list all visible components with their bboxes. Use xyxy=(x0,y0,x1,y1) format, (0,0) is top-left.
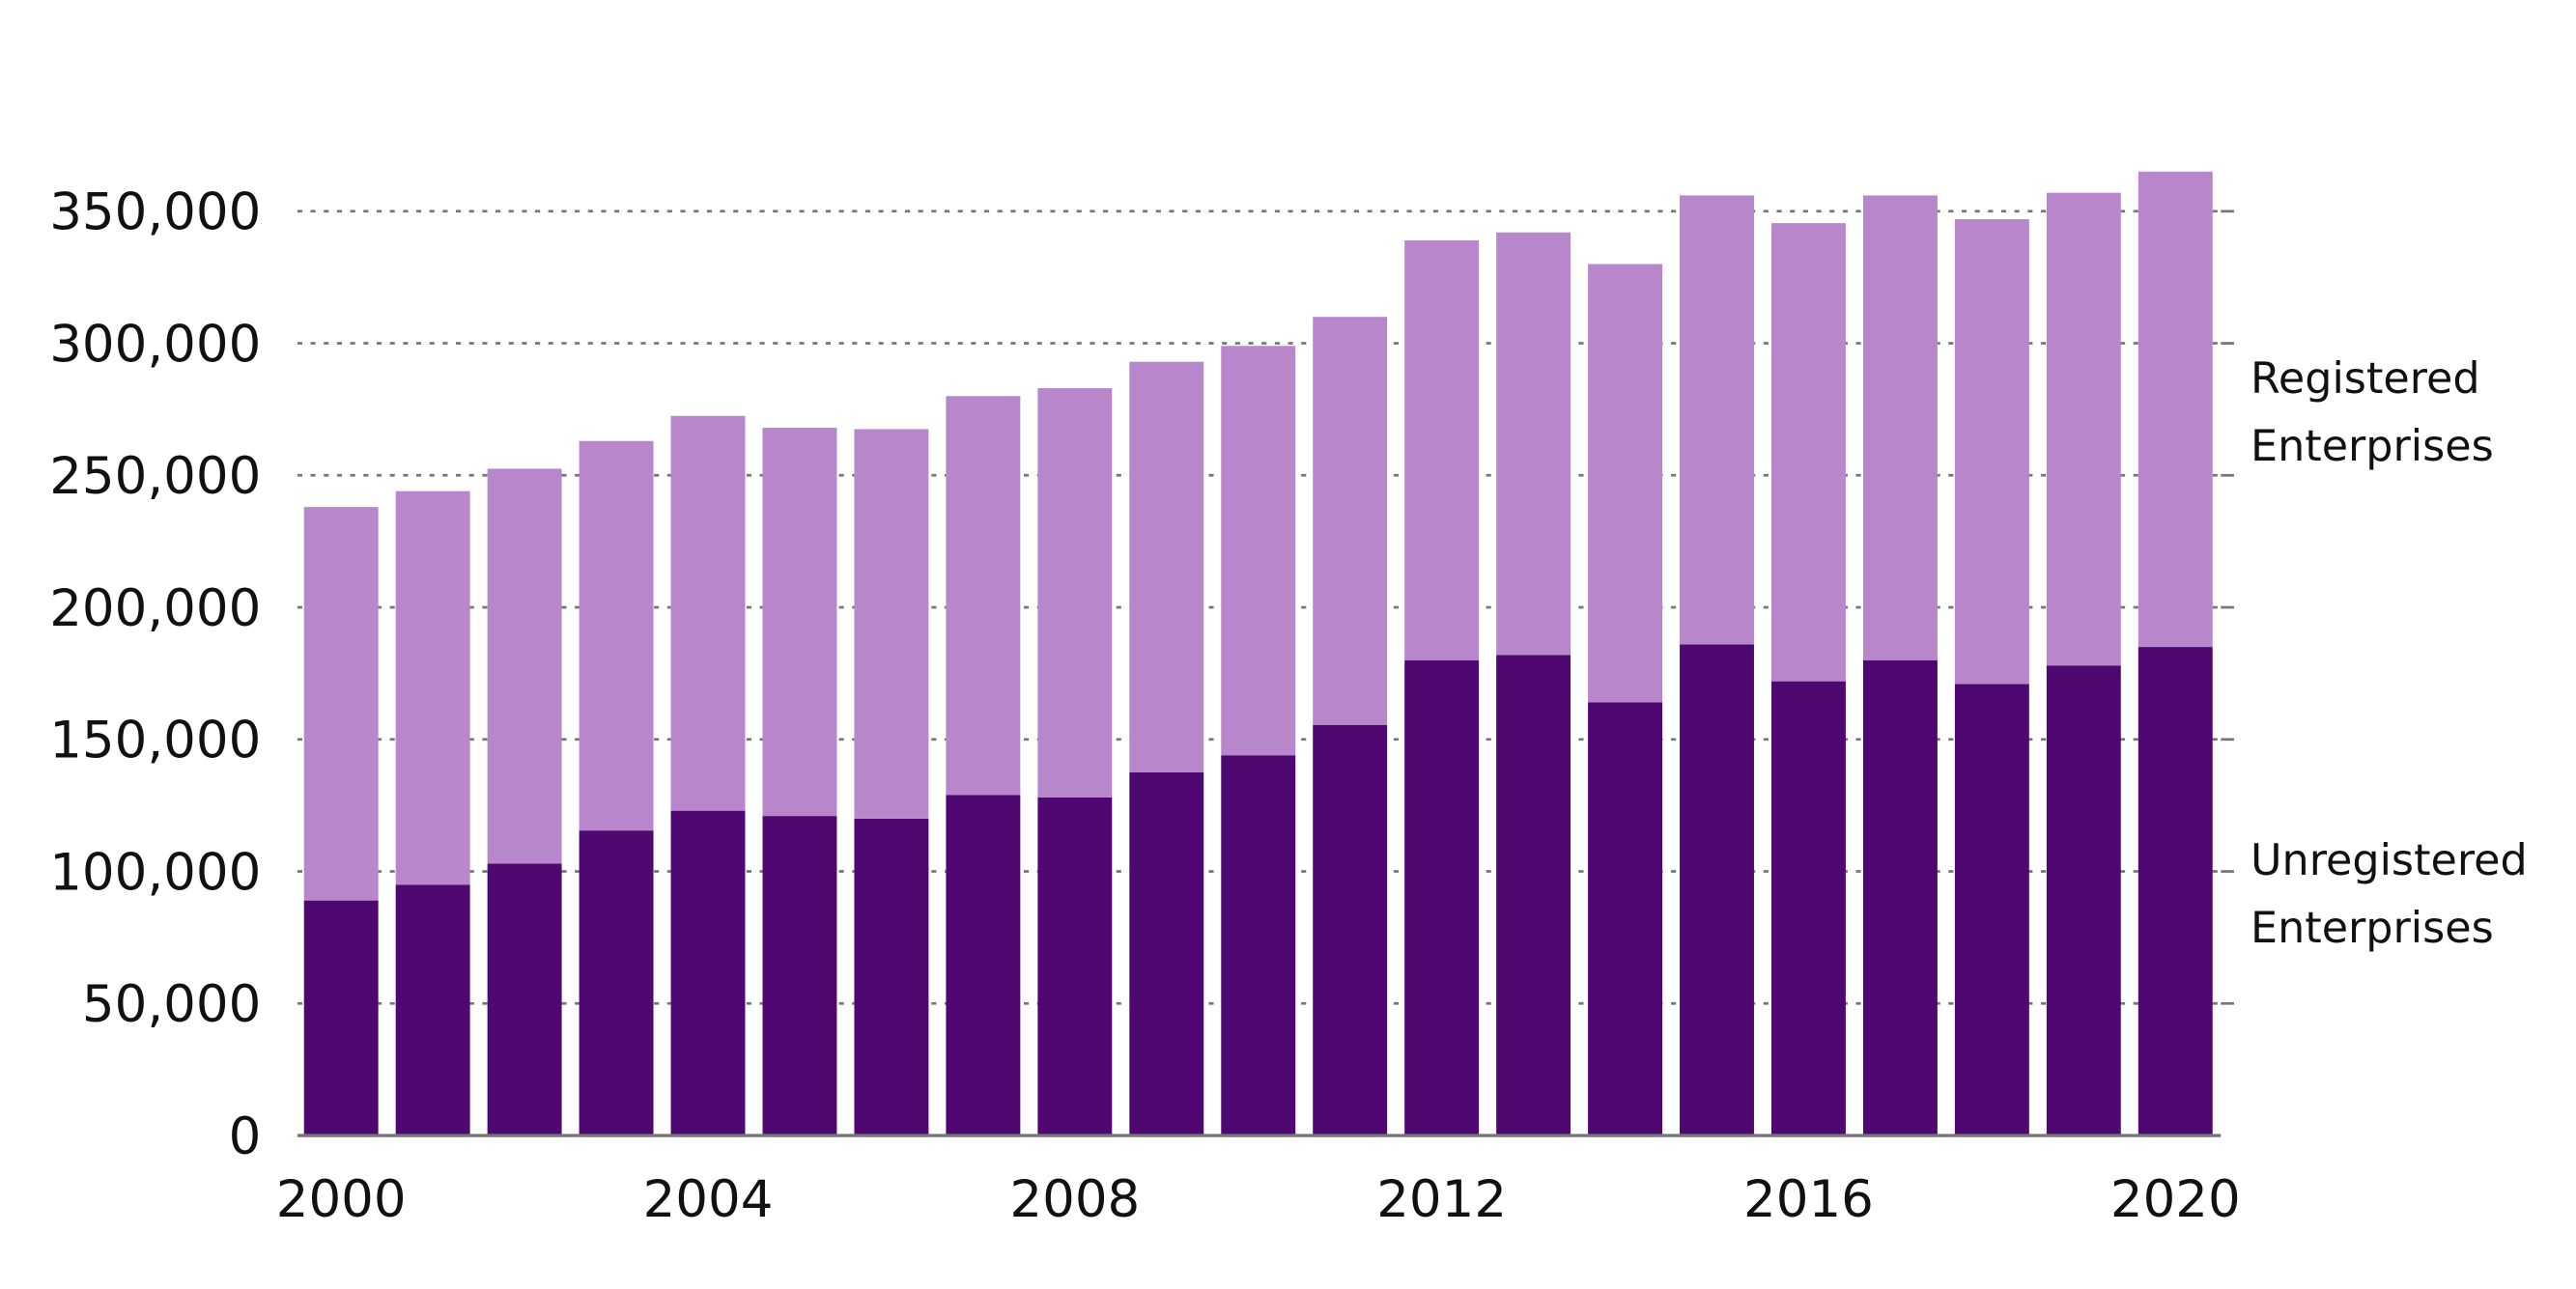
bar-unregistered-enterprises-2007 xyxy=(946,795,1021,1136)
bar-registered-enterprises-2014 xyxy=(1588,264,1663,703)
bar-registered-enterprises-2002 xyxy=(487,468,562,864)
bar-registered-enterprises-2006 xyxy=(854,429,929,819)
y-tick-label: 250,000 xyxy=(49,447,261,506)
bar-registered-enterprises-2013 xyxy=(1496,232,1571,656)
bar-registered-enterprises-2018 xyxy=(1954,219,2029,685)
y-tick-label: 150,000 xyxy=(49,712,261,771)
bar-registered-enterprises-2011 xyxy=(1313,317,1388,725)
bar-unregistered-enterprises-2001 xyxy=(395,884,470,1136)
bar-unregistered-enterprises-2003 xyxy=(579,830,654,1136)
y-tick-label: 200,000 xyxy=(49,579,261,638)
legend-label: Enterprises xyxy=(2250,422,2494,471)
bar-unregistered-enterprises-2000 xyxy=(303,900,379,1136)
bar-registered-enterprises-2016 xyxy=(1770,223,1846,682)
bar-unregistered-enterprises-2014 xyxy=(1588,702,1663,1136)
bar-registered-enterprises-2009 xyxy=(1129,361,1204,772)
bar-unregistered-enterprises-2004 xyxy=(670,810,746,1136)
bar-registered-enterprises-2012 xyxy=(1404,239,1480,660)
bar-registered-enterprises-2003 xyxy=(579,440,654,831)
bar-unregistered-enterprises-2019 xyxy=(2046,665,2121,1136)
y-tick-label: 100,000 xyxy=(49,843,261,902)
bar-unregistered-enterprises-2020 xyxy=(2137,647,2213,1136)
bar-unregistered-enterprises-2010 xyxy=(1221,755,1296,1136)
bar-unregistered-enterprises-2005 xyxy=(762,816,837,1136)
bar-registered-enterprises-2010 xyxy=(1221,346,1296,756)
bar-registered-enterprises-2017 xyxy=(1862,195,1938,660)
bar-registered-enterprises-2007 xyxy=(946,396,1021,796)
bar-registered-enterprises-2020 xyxy=(2137,171,2213,648)
bars xyxy=(303,171,2213,1136)
bar-unregistered-enterprises-2015 xyxy=(1680,644,1754,1136)
legend-label: Enterprises xyxy=(2250,904,2494,953)
bar-unregistered-enterprises-2017 xyxy=(1862,659,1938,1136)
bar-registered-enterprises-2000 xyxy=(303,507,379,901)
x-tick-label: 2020 xyxy=(2110,1170,2241,1229)
x-tick-label: 2004 xyxy=(643,1170,774,1229)
bar-unregistered-enterprises-2016 xyxy=(1770,681,1846,1136)
y-tick-label: 350,000 xyxy=(49,183,261,242)
bar-registered-enterprises-2019 xyxy=(2046,192,2121,666)
bar-unregistered-enterprises-2011 xyxy=(1313,724,1388,1136)
bar-registered-enterprises-2005 xyxy=(762,428,837,817)
bar-registered-enterprises-2008 xyxy=(1037,388,1113,798)
x-tick-label: 2012 xyxy=(1376,1170,1507,1229)
bar-unregistered-enterprises-2008 xyxy=(1037,797,1113,1136)
bar-unregistered-enterprises-2012 xyxy=(1404,659,1480,1136)
x-tick-label: 2008 xyxy=(1009,1170,1140,1229)
bar-registered-enterprises-2004 xyxy=(670,415,746,811)
bar-registered-enterprises-2015 xyxy=(1680,195,1754,645)
y-tick-label: 300,000 xyxy=(49,315,261,374)
tick-labels: 0 50,000 100,000 150,000 200,000 250,000 300,0… xyxy=(49,183,2240,1229)
bar-unregistered-enterprises-2009 xyxy=(1129,771,1204,1136)
bar-registered-enterprises-2001 xyxy=(395,490,470,885)
y-tick-label: 0 xyxy=(229,1107,262,1166)
y-tick-label: 50,000 xyxy=(82,975,261,1034)
legend: Unregistered Enterprises Registered Enterpr… xyxy=(2250,354,2528,953)
bar-unregistered-enterprises-2018 xyxy=(1954,684,2029,1136)
bar-unregistered-enterprises-2006 xyxy=(854,818,929,1136)
legend-label: Registered xyxy=(2250,354,2480,404)
x-tick-label: 2000 xyxy=(276,1170,407,1229)
bar-unregistered-enterprises-2002 xyxy=(487,863,562,1136)
legend-label: Unregistered xyxy=(2250,836,2528,885)
x-tick-label: 2016 xyxy=(1743,1170,1874,1229)
bar-unregistered-enterprises-2013 xyxy=(1496,655,1571,1136)
